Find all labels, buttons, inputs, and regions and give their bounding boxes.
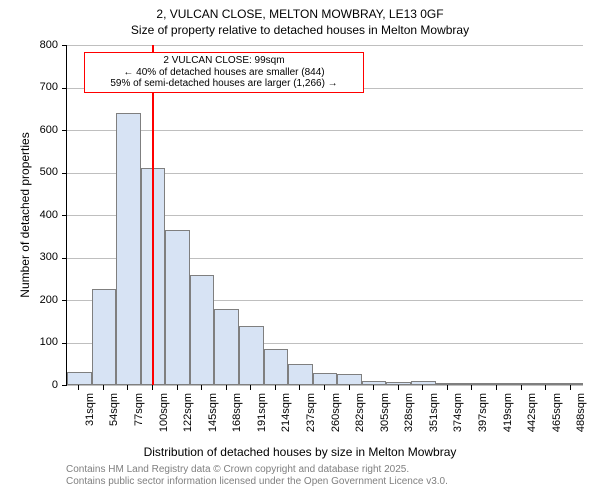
x-tick-label: 168sqm: [231, 393, 243, 448]
attribution-text: Contains HM Land Registry data © Crown c…: [66, 464, 448, 487]
x-tick-label: 237sqm: [305, 393, 317, 448]
y-tick-label: 200: [26, 294, 58, 306]
x-tick-mark: [570, 385, 571, 390]
attribution-line-1: Contains HM Land Registry data © Crown c…: [66, 464, 448, 476]
histogram-bar: [411, 381, 436, 385]
y-gridline: [62, 385, 583, 386]
x-tick-label: 328sqm: [403, 393, 415, 448]
histogram-bar: [264, 349, 289, 385]
histogram-bar: [116, 113, 141, 385]
x-tick-mark: [152, 385, 153, 390]
histogram-bar: [92, 289, 117, 385]
x-tick-mark: [201, 385, 202, 390]
marker-line: [152, 45, 154, 385]
histogram-bar: [460, 383, 485, 385]
y-gridline: [62, 45, 583, 46]
attribution-line-2: Contains public sector information licen…: [66, 476, 448, 488]
x-tick-mark: [177, 385, 178, 390]
x-tick-label: 77sqm: [133, 393, 145, 448]
x-tick-mark: [422, 385, 423, 390]
x-tick-mark: [521, 385, 522, 390]
histogram-bar: [337, 374, 362, 385]
y-tick-label: 100: [26, 336, 58, 348]
histogram-bar: [386, 382, 411, 385]
annotation-box: 2 VULCAN CLOSE: 99sqm ← 40% of detached …: [84, 52, 364, 93]
histogram-bar: [436, 383, 461, 385]
x-tick-mark: [349, 385, 350, 390]
histogram-bar: [288, 364, 313, 385]
y-tick-mark: [62, 300, 67, 301]
y-tick-label: 800: [26, 39, 58, 51]
y-tick-mark: [62, 215, 67, 216]
histogram-bar: [509, 383, 534, 385]
x-tick-label: 191sqm: [256, 393, 268, 448]
x-tick-label: 351sqm: [428, 393, 440, 448]
y-tick-mark: [62, 45, 67, 46]
histogram-bar: [313, 373, 338, 385]
histogram-bar: [165, 230, 190, 385]
x-tick-label: 260sqm: [330, 393, 342, 448]
histogram-bar: [558, 383, 583, 385]
x-tick-label: 488sqm: [575, 393, 587, 448]
x-tick-label: 442sqm: [526, 393, 538, 448]
histogram-bar: [239, 326, 264, 386]
annotation-line-3: 59% of semi-detached houses are larger (…: [89, 78, 359, 90]
x-tick-label: 282sqm: [354, 393, 366, 448]
chart-title-line1: 2, VULCAN CLOSE, MELTON MOWBRAY, LE13 0G…: [0, 7, 600, 21]
y-tick-mark: [62, 173, 67, 174]
y-tick-label: 400: [26, 209, 58, 221]
x-tick-mark: [398, 385, 399, 390]
y-tick-mark: [62, 343, 67, 344]
x-tick-label: 54sqm: [108, 393, 120, 448]
x-tick-mark: [127, 385, 128, 390]
histogram-bar: [190, 275, 215, 386]
y-tick-label: 0: [26, 379, 58, 391]
x-tick-mark: [78, 385, 79, 390]
x-tick-label: 305sqm: [379, 393, 391, 448]
x-tick-label: 122sqm: [182, 393, 194, 448]
x-tick-mark: [299, 385, 300, 390]
y-tick-label: 600: [26, 124, 58, 136]
x-tick-mark: [447, 385, 448, 390]
y-tick-label: 300: [26, 251, 58, 263]
x-tick-label: 145sqm: [207, 393, 219, 448]
x-tick-label: 31sqm: [84, 393, 96, 448]
annotation-line-1: 2 VULCAN CLOSE: 99sqm: [89, 55, 359, 67]
x-tick-mark: [226, 385, 227, 390]
x-tick-label: 419sqm: [502, 393, 514, 448]
y-tick-mark: [62, 385, 67, 386]
x-tick-mark: [103, 385, 104, 390]
y-tick-mark: [62, 130, 67, 131]
chart-root: { "chart": { "type": "histogram", "width…: [0, 0, 600, 500]
histogram-bar: [214, 309, 239, 386]
y-tick-label: 500: [26, 166, 58, 178]
x-tick-mark: [275, 385, 276, 390]
y-tick-label: 700: [26, 81, 58, 93]
x-tick-mark: [324, 385, 325, 390]
x-tick-mark: [496, 385, 497, 390]
chart-title-line2: Size of property relative to detached ho…: [0, 23, 600, 37]
y-tick-mark: [62, 258, 67, 259]
x-tick-label: 397sqm: [477, 393, 489, 448]
histogram-bar: [67, 372, 92, 385]
x-tick-mark: [471, 385, 472, 390]
plot-area: [66, 45, 583, 386]
x-tick-label: 465sqm: [551, 393, 563, 448]
x-tick-mark: [545, 385, 546, 390]
y-tick-mark: [62, 88, 67, 89]
x-tick-mark: [250, 385, 251, 390]
x-tick-label: 214sqm: [280, 393, 292, 448]
x-tick-label: 374sqm: [452, 393, 464, 448]
annotation-line-2: ← 40% of detached houses are smaller (84…: [89, 67, 359, 79]
x-tick-label: 100sqm: [158, 393, 170, 448]
x-tick-mark: [373, 385, 374, 390]
